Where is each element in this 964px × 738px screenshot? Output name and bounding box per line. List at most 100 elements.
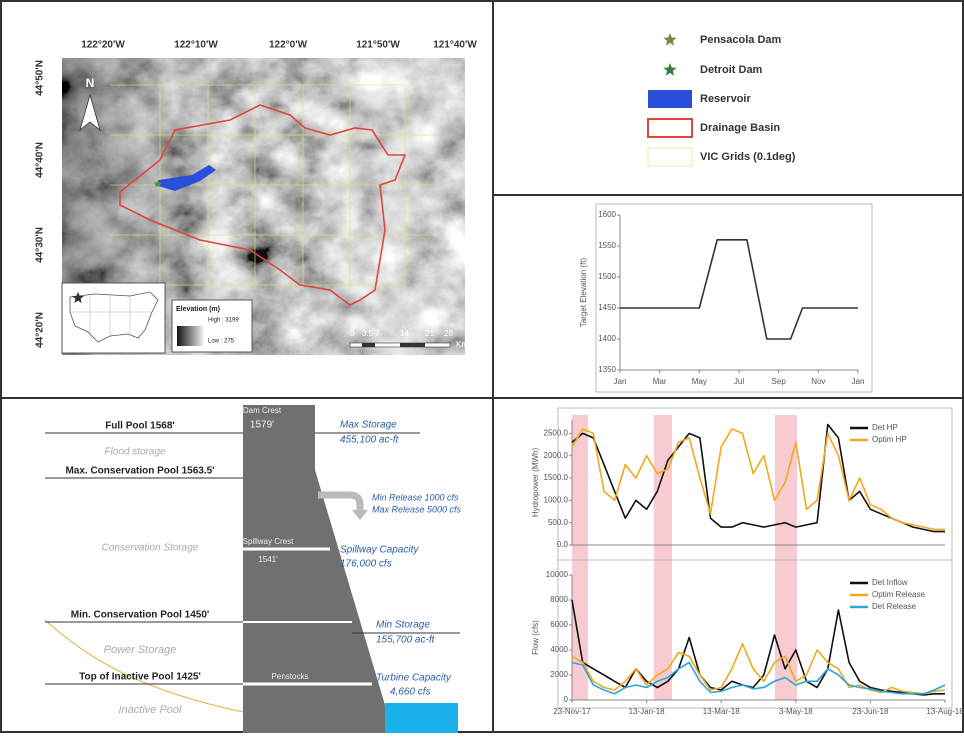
capacity-label: Min Release 1000 cfs	[372, 492, 459, 502]
x-tick-label: 23-Jun-18	[852, 707, 889, 716]
elevation-ramp	[177, 326, 205, 346]
capacity-label: 4,660 cfs	[390, 687, 431, 698]
zone-label: Inactive Pool	[119, 704, 183, 716]
scale-label: 7	[375, 329, 380, 338]
legend-swatch	[648, 119, 692, 137]
x-tick-label: Sep	[772, 377, 787, 386]
scale-bar-segment	[400, 343, 425, 347]
zone-label: Conservation Storage	[102, 543, 199, 554]
y-axis-label: Target Elevation (ft)	[579, 257, 588, 327]
scale-bar-segment	[362, 343, 375, 347]
scale-unit: Km	[456, 340, 468, 349]
x-tick-label: Nov	[811, 377, 825, 386]
storage-curve	[45, 620, 243, 712]
page: Detroit Dam study figure { "map": { "lon…	[0, 0, 964, 738]
y-tick-label: 1450	[598, 303, 616, 312]
x-tick-label: 3-May-18	[779, 707, 813, 716]
figure: N Elevation (m) High : 3199 Low : 275 0 …	[0, 0, 964, 733]
legend-label: Pensacola Dam	[700, 34, 782, 46]
y-tick-label: 10000	[546, 570, 569, 579]
legend-label: Optim Release	[872, 590, 925, 599]
y-tick-label: 2500.0	[544, 429, 569, 438]
dam-diagram: Full Pool 1568' Max. Conservation Pool 1…	[45, 405, 462, 733]
dam-label: Spillway Crest	[243, 537, 294, 546]
y-tick-label: 6000	[550, 620, 568, 629]
scale-label: 0	[350, 329, 355, 338]
dam-label: 1579'	[250, 420, 274, 431]
capacity-label: Spillway Capacity	[340, 545, 419, 556]
y-tick-label: 1000.0	[544, 495, 569, 504]
scale-label: 21	[425, 329, 434, 338]
y-tick-label: 500.0	[548, 518, 569, 527]
page-body: N Elevation (m) High : 3199 Low : 275 0 …	[0, 0, 964, 738]
north-label: N	[86, 76, 95, 90]
legend-panel: Pensacola Dam Detroit Dam Reservoir Drai…	[648, 33, 796, 166]
y-tick-label: 1500.0	[544, 473, 569, 482]
y-tick-label: 2000.0	[544, 451, 569, 460]
legend-swatch	[648, 90, 692, 108]
y-tick-label: 1550	[598, 241, 616, 250]
zone-label: Power Storage	[104, 644, 177, 656]
elevation-high: High : 3199	[208, 318, 239, 324]
elevation-chart-frame	[596, 204, 872, 392]
capacity-label: 176,000 cfs	[340, 559, 392, 570]
elevation-low: Low : 275	[208, 339, 235, 345]
elevation-title: Elevation (m)	[176, 306, 220, 313]
y-tick-label: 0.0	[557, 540, 569, 549]
x-tick-label: 13-Aug-18	[926, 707, 964, 716]
dam-base	[243, 705, 385, 733]
y-tick-label: 2000	[550, 670, 568, 679]
legend-label: Det HP	[872, 423, 898, 432]
legend-label: VIC Grids (0.1deg)	[700, 151, 796, 163]
pool-level-label: Min. Conservation Pool 1450'	[71, 610, 210, 621]
latitude-label: 44°40'N	[35, 142, 46, 178]
x-tick-label: 13-Mar-18	[703, 707, 740, 716]
longitude-label: 122°10'W	[174, 40, 218, 51]
legend-label: Drainage Basin	[700, 122, 780, 134]
legend-label: Det Inflow	[872, 578, 908, 587]
latitude-label: 44°30'N	[35, 227, 46, 263]
scale-label: 3.5	[362, 329, 374, 338]
capacity-label: Turbine Capacity	[376, 673, 452, 684]
legend-star	[663, 33, 676, 46]
legend-label: Det Release	[872, 602, 917, 611]
y-tick-label: 4000	[550, 645, 568, 654]
pool-level-label: Full Pool 1568'	[105, 421, 175, 432]
x-tick-label: Jul	[734, 377, 744, 386]
legend-star	[663, 63, 676, 76]
turbine-outlet	[385, 703, 458, 733]
scale-label: 28	[444, 329, 453, 338]
y-tick-label: 8000	[550, 595, 568, 604]
dam-label: 1541'	[258, 555, 278, 564]
y-tick-label: 1600	[598, 210, 616, 219]
pool-level-label: Max. Conservation Pool 1563.5'	[65, 466, 214, 477]
longitude-label: 122°20'W	[81, 40, 125, 51]
legend-swatch	[648, 148, 692, 166]
zone-label: Flood storage	[104, 447, 166, 458]
capacity-label: Max Release 5000 cfs	[372, 504, 462, 514]
legend-label: Reservoir	[700, 93, 751, 105]
legend-label: Optim HP	[872, 435, 907, 444]
y-tick-label: 1400	[598, 334, 616, 343]
longitude-label: 121°50'W	[356, 40, 400, 51]
y-axis-label: Hydropower (MWh)	[531, 447, 540, 517]
x-tick-label: 13-Jan-18	[629, 707, 666, 716]
pool-level-label: Top of Inactive Pool 1425'	[79, 672, 201, 683]
capacity-label: 455,100 ac-ft	[340, 435, 400, 446]
x-tick-label: Mar	[653, 377, 667, 386]
x-tick-label: Jan	[852, 377, 865, 386]
capacity-label: Max Storage	[340, 420, 397, 431]
release-arrowhead	[352, 510, 368, 520]
map-panel: N Elevation (m) High : 3199 Low : 275 0 …	[35, 40, 478, 355]
legend-label: Detroit Dam	[700, 64, 763, 76]
longitude-label: 122°0'W	[269, 40, 308, 51]
dam-label: Penstocks	[272, 672, 309, 681]
capacity-label: Min Storage	[376, 620, 430, 631]
y-tick-label: 1350	[598, 365, 616, 374]
capacity-label: 155,700 ac-ft	[376, 635, 436, 646]
x-tick-label: May	[692, 377, 707, 386]
x-tick-label: 23-Nov-17	[553, 707, 591, 716]
latitude-label: 44°20'N	[35, 312, 46, 348]
scale-label: 14	[400, 329, 409, 338]
timeseries-frame	[558, 408, 952, 708]
